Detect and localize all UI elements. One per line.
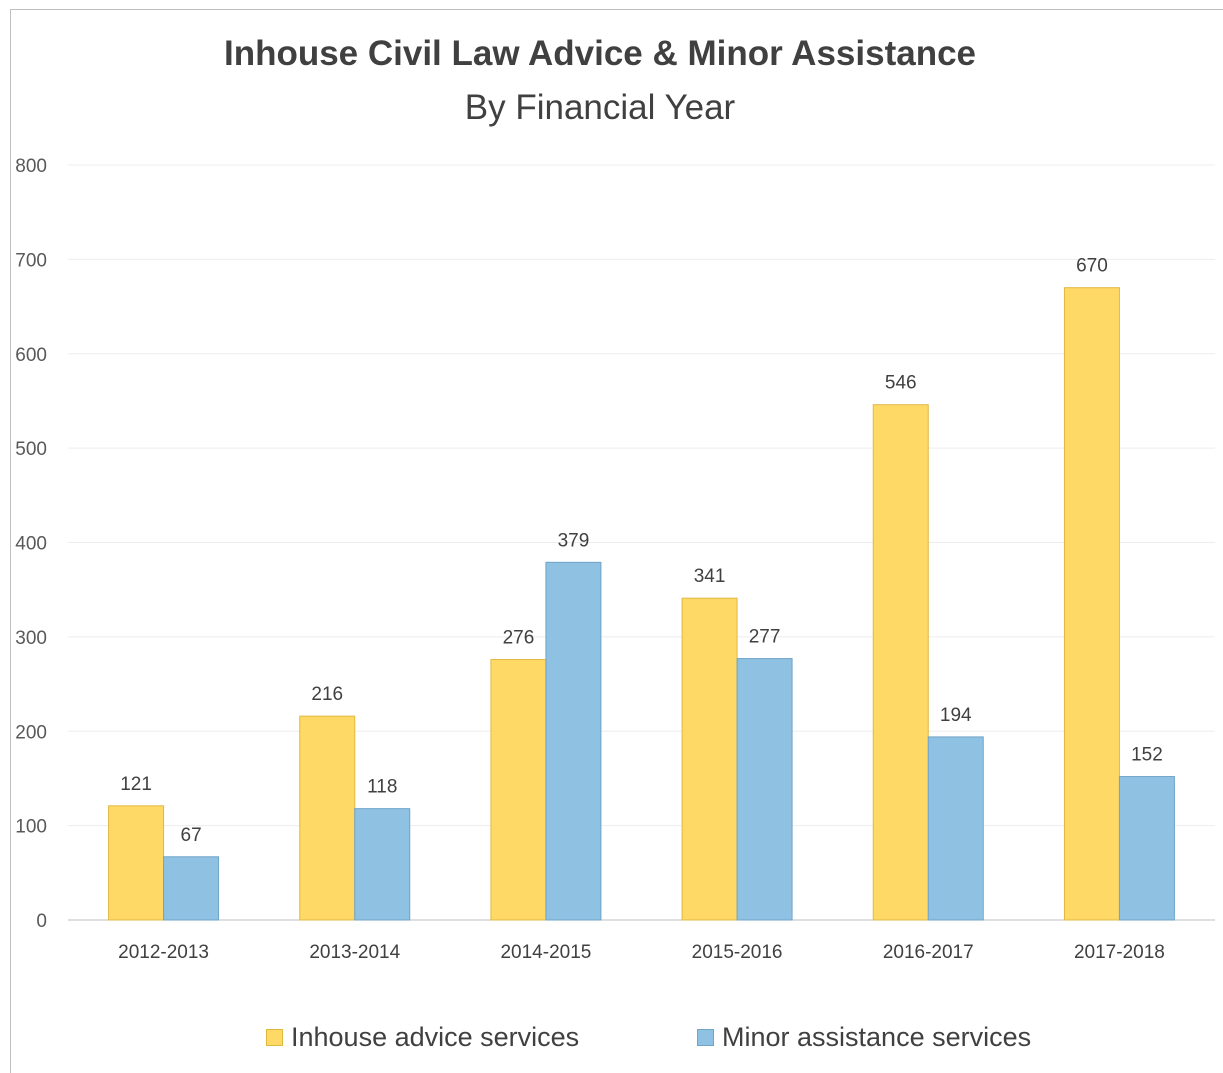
y-tick-label: 300 xyxy=(15,628,47,649)
x-tick-label: 2012-2013 xyxy=(118,942,209,963)
legend-label-inhouse: Inhouse advice services xyxy=(291,1022,580,1052)
y-tick-label: 800 xyxy=(15,156,47,177)
x-tick-label: 2015-2016 xyxy=(692,942,783,963)
data-label: 194 xyxy=(940,705,972,726)
chart-frame xyxy=(10,9,1223,1073)
data-label: 216 xyxy=(311,684,343,705)
x-tick-label: 2017-2018 xyxy=(1074,942,1165,963)
bar-chart: 0 100 200 300 400 500 600 700 800 121 67 2012-2013 2… xyxy=(15,156,1215,963)
bar xyxy=(1063,287,1120,921)
bar xyxy=(872,404,929,921)
data-label: 670 xyxy=(1076,256,1108,277)
data-label: 118 xyxy=(367,777,397,798)
bar xyxy=(299,715,356,921)
bar xyxy=(354,808,411,921)
y-tick-label: 700 xyxy=(15,250,47,271)
legend-item-inhouse: Inhouse advice services xyxy=(266,1022,579,1053)
x-tick-label: 2014-2015 xyxy=(500,942,591,963)
bar xyxy=(736,658,793,921)
x-tick-label: 2013-2014 xyxy=(309,942,400,963)
data-label: 121 xyxy=(120,774,152,795)
legend-item-minor: Minor assistance services xyxy=(697,1022,1031,1053)
bar xyxy=(108,805,165,921)
y-tick-label: 600 xyxy=(15,345,47,366)
y-tick-label: 200 xyxy=(15,722,47,743)
chart-subtitle: By Financial Year xyxy=(464,88,736,127)
legend-label-minor: Minor assistance services xyxy=(722,1022,1032,1052)
y-tick-label: 100 xyxy=(15,817,47,838)
legend-swatch-inhouse xyxy=(266,1029,283,1046)
bar xyxy=(927,736,984,921)
bar xyxy=(545,561,602,921)
data-label: 152 xyxy=(1131,745,1163,766)
chart-title: Inhouse Civil Law Advice & Minor Assista… xyxy=(223,34,977,73)
x-tick-label: 2016-2017 xyxy=(883,942,974,963)
data-label: 341 xyxy=(694,566,726,587)
data-label: 277 xyxy=(749,627,781,648)
y-tick-label: 400 xyxy=(15,534,47,555)
legend-swatch-minor xyxy=(697,1029,714,1046)
y-tick-label: 500 xyxy=(15,439,47,460)
data-label: 546 xyxy=(885,373,917,394)
y-tick-label: 0 xyxy=(36,911,47,932)
bar xyxy=(1118,776,1175,921)
bar xyxy=(163,856,220,921)
data-label: 379 xyxy=(558,530,590,551)
data-label: 276 xyxy=(503,628,535,649)
data-label: 67 xyxy=(181,825,202,846)
bar xyxy=(490,659,547,921)
bar xyxy=(681,597,738,921)
